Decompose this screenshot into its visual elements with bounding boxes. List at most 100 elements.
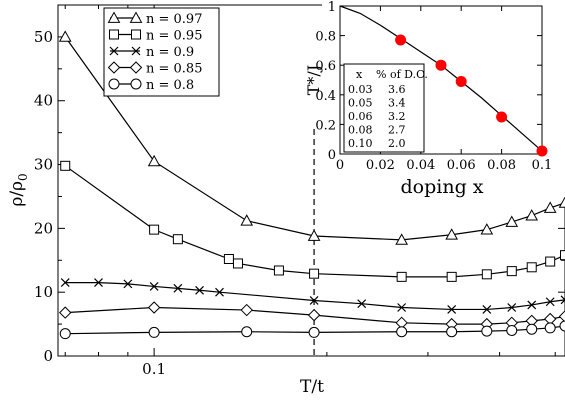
data-point (58, 30, 72, 42)
data-point (60, 160, 71, 171)
data-point (545, 256, 556, 267)
inset-data-point (455, 75, 467, 87)
inset-y-tick-label: 0.2 (315, 118, 336, 133)
legend-marker (130, 78, 142, 90)
legend-marker (129, 61, 143, 74)
table-cell-x: 0.10 (348, 137, 373, 150)
data-point (94, 278, 103, 288)
data-point (543, 201, 557, 213)
data-point (60, 278, 70, 288)
data-point (481, 269, 492, 280)
data-point (544, 322, 556, 334)
inset-y-tick-label: 0 (328, 148, 336, 163)
inset-data-point (395, 34, 407, 46)
main-y-tick-label: 0 (43, 347, 53, 365)
inset-x-tick-label: 0 (336, 158, 344, 173)
data-point (232, 258, 243, 269)
series-circle (59, 320, 565, 340)
data-point (307, 308, 321, 322)
table-cell-x: 0.03 (348, 83, 373, 96)
data-point (446, 271, 457, 282)
main-y-label-main: ρ/ρ (7, 181, 27, 207)
legend-marker (108, 78, 120, 90)
data-point (560, 295, 565, 305)
main-y-label-sub: 0 (16, 173, 30, 181)
data-point (481, 325, 493, 337)
data-point (173, 283, 183, 293)
data-point (506, 266, 517, 277)
data-point (357, 299, 367, 309)
table-cell-x: 0.05 (348, 97, 373, 110)
data-point (446, 326, 458, 338)
table-cell-x: 0.08 (348, 124, 373, 137)
data-point (397, 303, 407, 312)
data-point (559, 320, 565, 332)
data-point (447, 304, 457, 314)
data-point (396, 271, 407, 282)
inset-y-tick-label: 0.8 (315, 30, 336, 45)
data-point (507, 303, 517, 312)
series-x (60, 278, 565, 314)
data-point (147, 301, 161, 314)
legend-marker (107, 61, 121, 74)
legend-marker (109, 29, 119, 40)
inset-x-tick-label: 0.04 (406, 158, 435, 173)
series-line (65, 282, 565, 311)
legend-label: n = 0.85 (146, 62, 202, 77)
main-x-tick-label: 0.1 (142, 360, 166, 378)
table-cell-do: 3.4 (388, 97, 406, 110)
data-point (223, 253, 234, 264)
data-point (480, 223, 494, 235)
data-point (445, 228, 459, 240)
data-point (558, 310, 565, 323)
data-point (240, 303, 253, 317)
data-point (195, 285, 204, 295)
legend-marker (129, 11, 143, 23)
inset-chart: 0 0.02 0.04 0.06 0.08 0.100.20.40.60.81 x% of… (304, 0, 565, 198)
data-point (241, 326, 253, 338)
legend-marker (131, 29, 141, 40)
inset-data-point (536, 145, 548, 157)
table-cell-do: 2.7 (388, 124, 406, 137)
table-cell-do: 3.6 (388, 83, 406, 96)
series-square (60, 160, 565, 282)
series-diamond (59, 301, 565, 331)
data-point (123, 279, 133, 289)
main-series-group (58, 30, 565, 340)
data-point (545, 297, 555, 307)
data-point (59, 306, 72, 319)
inset-data-point (435, 59, 447, 71)
inset-data-point (496, 111, 508, 123)
main-y-label: ρ/ρ0 (7, 173, 30, 206)
data-point (309, 296, 319, 305)
inset-plot-frame (339, 5, 543, 155)
inset-table-box (343, 63, 425, 153)
inset-x-label: doping x (401, 176, 484, 198)
data-point (172, 234, 183, 245)
data-point (526, 262, 537, 273)
data-point (506, 324, 518, 336)
legend: n = 0.97 n = 0.95n = 0.9 n = 0.85n = 0.8 (103, 7, 220, 97)
main-y-tick-label: 20 (34, 219, 53, 237)
inset-curve-group (339, 5, 548, 157)
data-point (215, 287, 224, 297)
data-point (149, 282, 159, 291)
data-point (273, 265, 284, 276)
legend-marker (107, 11, 121, 23)
legend-marker (109, 46, 119, 56)
data-point (482, 304, 492, 314)
data-point (560, 250, 565, 261)
inset-x-tick-label: 0.1 (532, 158, 553, 173)
inset-y-tick-label: 0.6 (315, 59, 336, 74)
table-cell-x: 0.06 (348, 110, 373, 123)
main-x-label: T/t (300, 377, 324, 397)
data-point (395, 233, 409, 245)
inset-x-tick-label: 0.02 (366, 158, 395, 173)
table-header-do: % of D.O. (376, 68, 428, 81)
data-point (148, 326, 160, 338)
data-point (505, 215, 519, 227)
legend-label: n = 0.97 (146, 12, 202, 27)
main-y-tick-label: 50 (34, 28, 53, 46)
data-point (527, 300, 537, 310)
